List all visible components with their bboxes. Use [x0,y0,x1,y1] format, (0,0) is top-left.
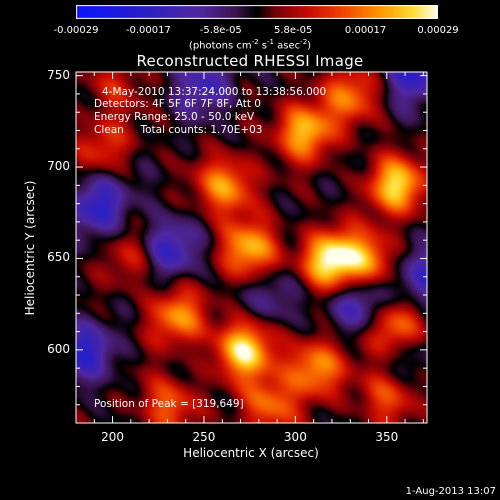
heatmap-image [76,72,427,423]
clean-annotation: Clean Total counts: 1.70E+03 [94,124,263,136]
x-tick-label: 300 [283,430,307,444]
colorbar-tick-label: -0.00029 [53,25,99,36]
colorbar-tick-label: 0.00017 [344,25,387,36]
colorbar-tick-label: 0.00029 [417,25,459,36]
x-axis-label: Heliocentric X (arcsec) [183,446,319,460]
x-tick-label: 250 [192,430,216,444]
colorbar-tick-label: -5.8e-05 [199,25,242,36]
peak-annotation: Position of Peak = [319,649] [94,398,244,410]
y-tick-label: 600 [47,341,70,356]
colorbar-tick-label: -0.00017 [125,25,171,36]
y-axis-label: Heliocentric Y (arcsec) [23,180,37,316]
plot-border [75,71,428,424]
energy-annotation: Energy Range: 25.0 - 50.0 keV [94,111,255,123]
x-tick-label: 200 [101,430,125,444]
detectors-annotation: Detectors: 4F 5F 6F 7F 8F, Att 0 [94,98,261,110]
colorbar-tick-label: 5.8e-05 [273,25,313,36]
y-tick-label: 650 [47,250,70,265]
y-tick-label: 750 [47,67,70,82]
y-tick-label: 700 [47,159,70,174]
colorbar-units: (photons cm-2 s-1 asec-2) [188,38,312,52]
x-tick-label: 350 [375,430,399,444]
time-annotation: 4-May-2010 13:37:24.000 to 13:38:56.000 [102,86,327,98]
colorbar [76,5,438,19]
chart-title: Reconstructed RHESSI Image [136,52,364,70]
timestamp: 1-Aug-2013 13:07 [405,486,496,497]
